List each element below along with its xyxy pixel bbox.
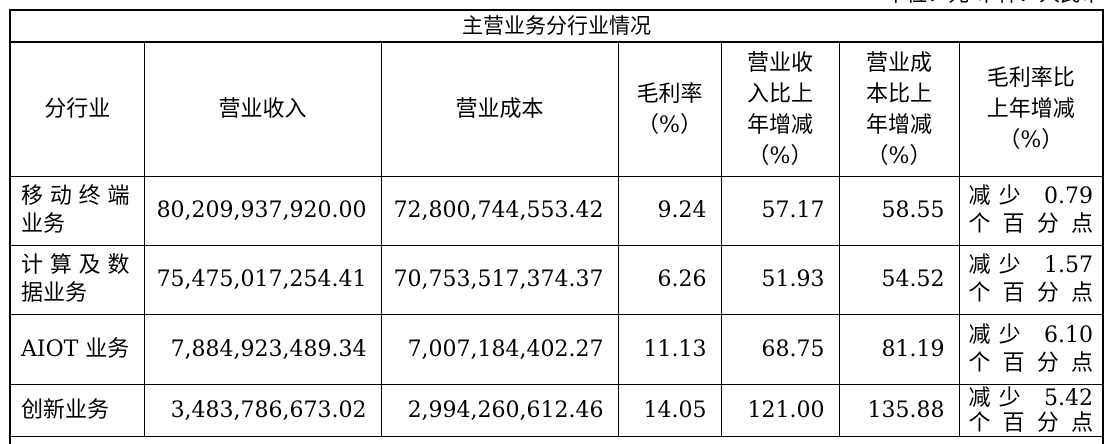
cost-yoy-cell: 54.52 [838, 245, 960, 315]
cost-yoy-cell: 58.55 [838, 176, 960, 246]
margin-yoy-cell: 减少 1.57 个百分点 [958, 245, 1104, 315]
industry-cell: AIOT 业务 [9, 314, 145, 385]
table-row: 创新业务 3,483,786,673.02 2,994,260,612.46 1… [9, 384, 1104, 437]
column-header-cost-yoy: 营业成本比上年增减（%） [838, 41, 960, 177]
cost-cell: 72,800,744,553.42 [380, 176, 619, 246]
revenue-yoy-cell: 121.00 [720, 384, 840, 437]
gross-margin-cell: 11.13 [617, 314, 722, 385]
table-title: 主营业务分行业情况 [9, 9, 1104, 43]
gross-margin-cell: 9.24 [617, 176, 722, 246]
table-row: AIOT 业务 7,884,923,489.34 7,007,184,402.2… [9, 314, 1104, 385]
column-header-gross-margin: 毛利率（%） [617, 41, 722, 177]
column-header-cost: 营业成本 [380, 41, 619, 177]
industry-cell: 创新业务 [9, 384, 145, 437]
revenue-cell: 80,209,937,920.00 [143, 176, 382, 246]
clipped-empty-cell [9, 436, 1104, 444]
cost-yoy-cell: 135.88 [838, 384, 960, 437]
cost-yoy-cell: 81.19 [838, 314, 960, 385]
table-header-row: 分行业 营业收入 营业成本 毛利率（%） 营业收入比上年增减（%） 营业成本比上… [9, 41, 1104, 177]
column-header-revenue: 营业收入 [143, 41, 382, 177]
cost-cell: 70,753,517,374.37 [380, 245, 619, 315]
industry-breakdown-table: 主营业务分行业情况 分行业 营业收入 营业成本 毛利率（%） 营业收入比上年增减… [9, 9, 1105, 444]
revenue-cell: 7,884,923,489.34 [143, 314, 382, 385]
column-header-revenue-yoy: 营业收入比上年增减（%） [720, 41, 840, 177]
unit-note: 单位：元 币种：人民币 [885, 0, 1102, 5]
table-row: 移动终端业务 80,209,937,920.00 72,800,744,553.… [9, 176, 1104, 246]
cost-cell: 2,994,260,612.46 [380, 384, 619, 437]
revenue-yoy-cell: 68.75 [720, 314, 840, 385]
column-header-margin-yoy: 毛利率比上年增减（%） [958, 41, 1104, 177]
revenue-yoy-cell: 57.17 [720, 176, 840, 246]
margin-yoy-cell: 减少 6.10 个百分点 [958, 314, 1104, 385]
column-header-industry: 分行业 [9, 41, 145, 177]
industry-cell: 计算及数据业务 [9, 245, 145, 315]
revenue-cell: 75,475,017,254.41 [143, 245, 382, 315]
clipped-next-section-row [9, 436, 1104, 444]
revenue-yoy-cell: 51.93 [720, 245, 840, 315]
table-title-row: 主营业务分行业情况 [9, 9, 1104, 43]
industry-cell: 移动终端业务 [9, 176, 145, 246]
gross-margin-cell: 6.26 [617, 245, 722, 315]
margin-yoy-cell: 减少 5.42 个百分点 [958, 384, 1104, 437]
gross-margin-cell: 14.05 [617, 384, 722, 437]
margin-yoy-cell: 减少 0.79 个百分点 [958, 176, 1104, 246]
table-row: 计算及数据业务 75,475,017,254.41 70,753,517,374… [9, 245, 1104, 315]
cost-cell: 7,007,184,402.27 [380, 314, 619, 385]
revenue-cell: 3,483,786,673.02 [143, 384, 382, 437]
